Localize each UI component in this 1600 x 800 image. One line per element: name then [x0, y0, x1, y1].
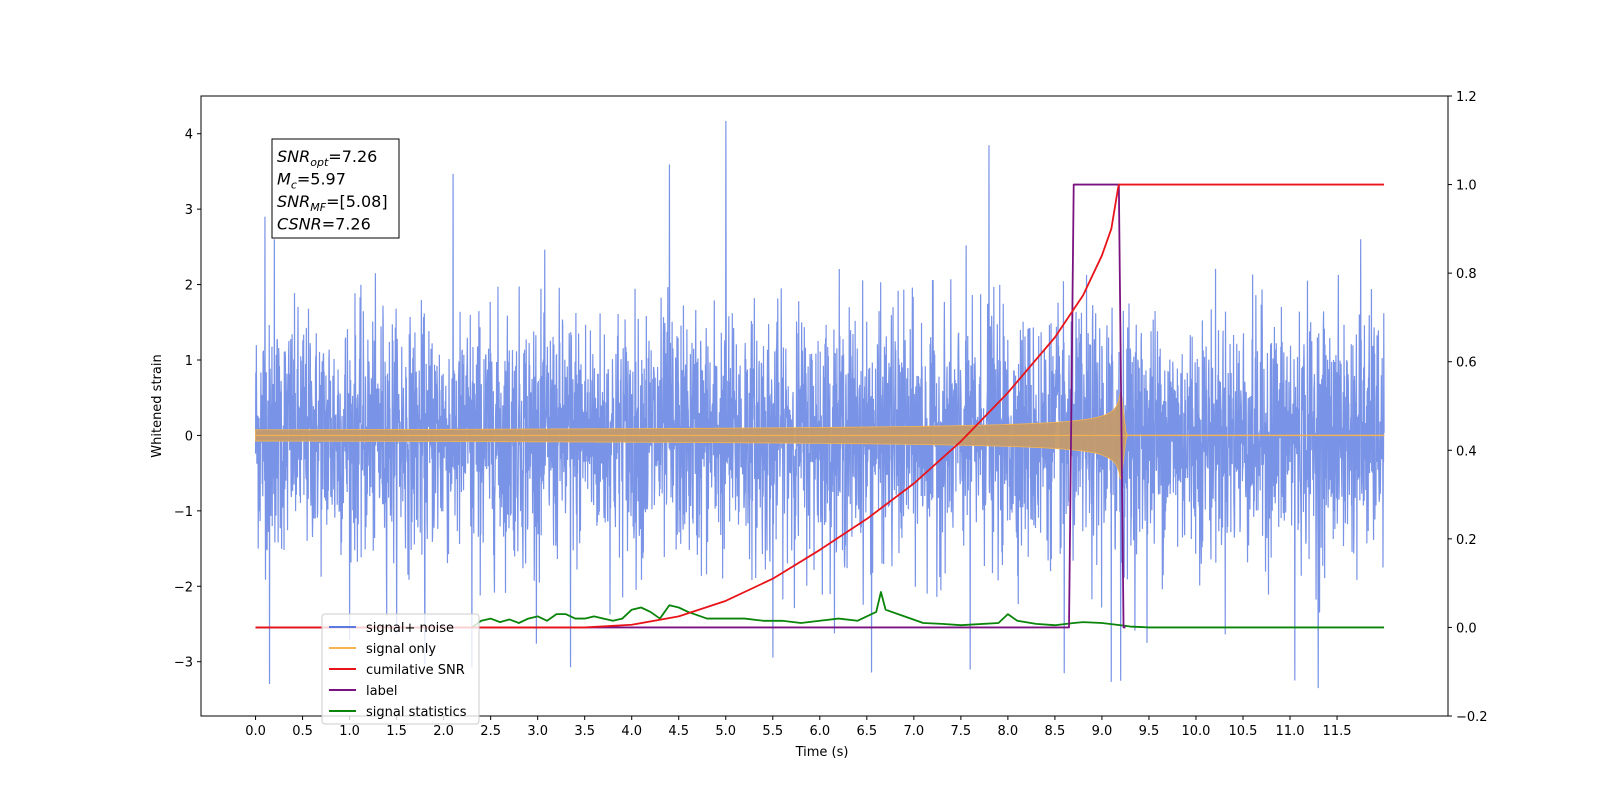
y2-tick-label: 1.0	[1456, 179, 1477, 194]
annotation-line: SNRMF=[5.08]	[277, 192, 388, 214]
x-tick-label: 11.5	[1323, 724, 1352, 739]
x-tick-label: 2.0	[433, 724, 454, 739]
x-tick-label: 5.0	[715, 724, 736, 739]
legend-label: signal only	[366, 642, 436, 657]
legend-label: cumilative SNR	[366, 663, 465, 678]
x-tick-label: 1.0	[339, 724, 360, 739]
x-tick-label: 7.5	[951, 724, 972, 739]
y-axis-label: Whitened strain	[150, 354, 165, 457]
x-tick-label: 8.0	[998, 724, 1019, 739]
x-tick-label: 9.5	[1139, 724, 1160, 739]
x-tick-label: 11.0	[1276, 724, 1305, 739]
y-tick-label: −2	[174, 580, 193, 595]
series-cumulative-snr	[255, 183, 1385, 629]
y-axis-left: −3 −2 −1 0 1 2 3 4	[174, 128, 201, 671]
y2-tick-label: 0.4	[1456, 444, 1477, 459]
series-signal-statistics	[255, 591, 1385, 629]
x-tick-label: 2.5	[480, 724, 501, 739]
x-axis-label: Time (s)	[795, 745, 849, 760]
y-tick-label: 0	[185, 429, 193, 444]
x-axis: 0.0 0.5 1.0 1.5 2.0 2.5 3.0 3.5 4.0 4.5 5.0 5.5 6.0 6…	[245, 716, 1352, 739]
x-tick-label: 4.5	[668, 724, 689, 739]
x-tick-label: 7.0	[903, 724, 924, 739]
x-tick-label: 3.5	[574, 724, 595, 739]
y-tick-label: 2	[185, 279, 193, 294]
y2-tick-label: 0.6	[1456, 356, 1477, 371]
x-tick-label: 0.0	[245, 724, 266, 739]
y-tick-label: 1	[185, 354, 193, 369]
y-tick-label: 3	[185, 203, 193, 218]
legend-label: signal statistics	[366, 705, 467, 720]
y2-tick-label: 0.8	[1456, 267, 1477, 282]
legend-label: signal+ noise	[366, 621, 454, 636]
y-tick-label: −1	[174, 505, 193, 520]
x-tick-label: 5.5	[762, 724, 783, 739]
y2-tick-label: −0.2	[1456, 710, 1488, 725]
x-tick-label: 6.0	[809, 724, 830, 739]
annotation-line: Mc=5.97	[277, 170, 346, 192]
x-tick-label: 1.5	[386, 724, 407, 739]
legend: signal+ noise signal only cumilative SNR la…	[321, 613, 480, 725]
legend-label: label	[366, 684, 397, 699]
x-tick-label: 10.5	[1229, 724, 1258, 739]
y2-tick-label: 1.2	[1456, 90, 1477, 105]
series-signal-noise	[254, 121, 1385, 689]
x-tick-label: 8.5	[1045, 724, 1066, 739]
y-tick-label: −3	[174, 656, 193, 671]
annotation-line: SNRopt=7.26	[277, 147, 377, 169]
series-label	[255, 183, 1126, 629]
y2-tick-label: 0.0	[1456, 621, 1477, 636]
y-axis-right: −0.2 0.0 0.2 0.4 0.6 0.8 1.0 1.2	[1448, 90, 1488, 725]
annotation-line: CSNR=7.26	[277, 215, 371, 234]
x-tick-label: 10.0	[1181, 724, 1210, 739]
x-tick-label: 9.0	[1092, 724, 1113, 739]
y2-tick-label: 0.2	[1456, 533, 1477, 548]
legend-frame	[321, 613, 480, 725]
x-tick-label: 6.5	[856, 724, 877, 739]
x-tick-label: 0.5	[292, 724, 313, 739]
annotation-frame	[271, 138, 400, 239]
plot-frame	[200, 95, 1449, 717]
series-layer	[254, 121, 1385, 689]
x-tick-label: 4.0	[621, 724, 642, 739]
y-tick-label: 4	[185, 128, 193, 143]
x-tick-label: 3.0	[527, 724, 548, 739]
